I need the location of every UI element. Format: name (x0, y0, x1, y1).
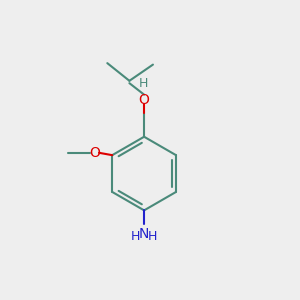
Text: N: N (139, 226, 149, 241)
Text: H: H (131, 230, 141, 243)
Text: O: O (139, 93, 149, 107)
Text: H: H (148, 230, 157, 243)
Text: H: H (139, 77, 148, 90)
Text: O: O (89, 146, 100, 160)
